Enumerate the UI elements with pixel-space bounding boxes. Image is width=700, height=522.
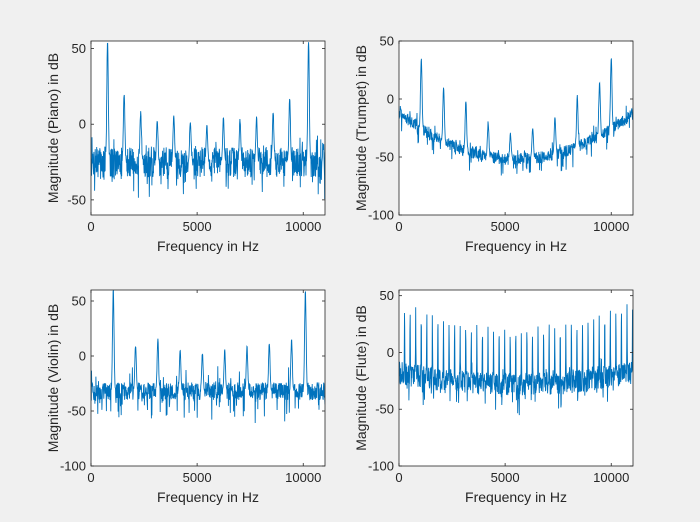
x-tick-label: 0 — [395, 470, 402, 485]
x-tick-label: 0 — [395, 219, 402, 234]
x-tick-label: 10000 — [285, 219, 321, 234]
x-tick-label: 5000 — [491, 470, 520, 485]
y-tick-label: 50 — [72, 41, 86, 56]
y-tick-label: 0 — [387, 345, 394, 360]
x-axis-label: Frequency in Hz — [157, 489, 259, 505]
axes-frame — [398, 289, 634, 467]
y-tick-label: 50 — [380, 288, 394, 303]
x-tick-label: 5000 — [183, 219, 212, 234]
axes-frame — [398, 40, 634, 216]
spectrum-line — [91, 42, 325, 200]
plot-area — [91, 41, 325, 215]
y-tick-label: 50 — [380, 34, 394, 49]
y-tick-label: 50 — [72, 294, 86, 309]
x-tick-label: 10000 — [593, 219, 629, 234]
y-tick-label: -50 — [375, 402, 394, 417]
x-tick-label: 0 — [87, 219, 94, 234]
axes-frame — [90, 289, 326, 467]
y-tick-label: -50 — [67, 404, 86, 419]
spectrum-line — [399, 304, 633, 416]
y-tick-label: 0 — [79, 117, 86, 132]
axes-violin: 0 5000 10000 -100 -50 0 50 Frequency in Hz Mag… — [45, 289, 326, 505]
y-tick-label: -100 — [60, 459, 86, 474]
x-axis-label: Frequency in Hz — [465, 238, 567, 254]
y-tick-label: -100 — [368, 208, 394, 223]
y-tick-label: -100 — [368, 459, 394, 474]
x-tick-label: 10000 — [593, 470, 629, 485]
spectrum-line — [399, 58, 633, 176]
y-tick-label: 0 — [387, 92, 394, 107]
y-axis-label: Magnitude (Flute) in dB — [353, 305, 369, 451]
y-axis-label: Magnitude (Piano) in dB — [45, 53, 61, 203]
y-tick-label: 0 — [79, 349, 86, 364]
x-axis-label: Frequency in Hz — [465, 489, 567, 505]
axes-frame — [90, 40, 326, 216]
x-tick-label: 5000 — [491, 219, 520, 234]
axes-flute: 0 5000 10000 -100 -50 0 50 Frequency in Hz Mag… — [353, 288, 634, 505]
x-tick-label: 5000 — [183, 470, 212, 485]
axes-trumpet: 0 5000 10000 -100 -50 0 50 Frequency in Hz Mag… — [353, 34, 634, 254]
y-tick-label: -50 — [375, 150, 394, 165]
spectrum-line — [91, 290, 325, 424]
y-axis-label: Magnitude (Trumpet) in dB — [353, 45, 369, 211]
x-tick-label: 0 — [87, 470, 94, 485]
y-tick-label: -50 — [67, 192, 86, 207]
x-tick-label: 10000 — [285, 470, 321, 485]
x-axis-label: Frequency in Hz — [157, 238, 259, 254]
y-axis-label: Magnitude (Violin) in dB — [45, 304, 61, 452]
